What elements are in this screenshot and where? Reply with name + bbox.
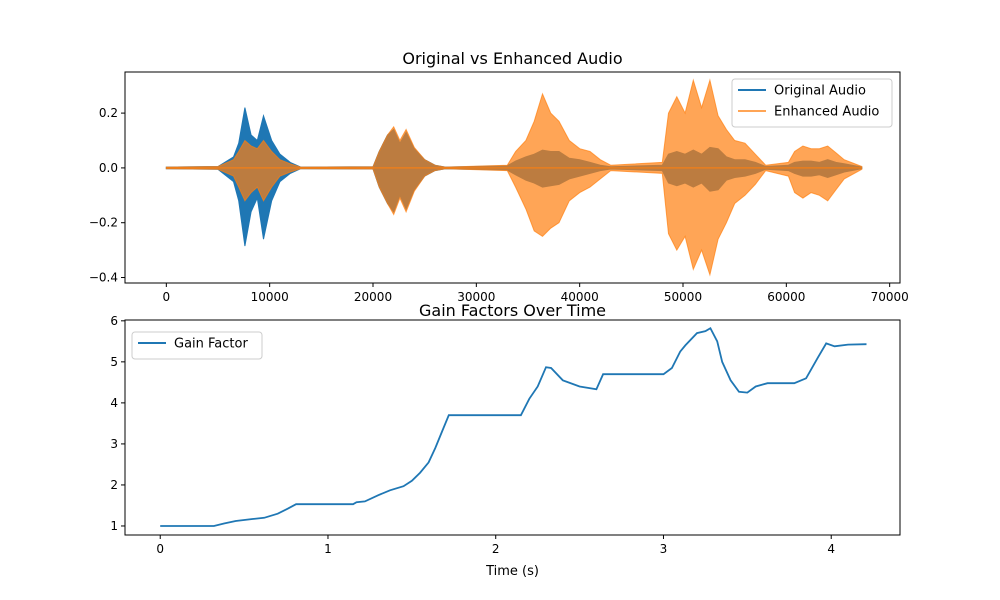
audio-x-tick-label: 10000: [251, 290, 289, 304]
gain-x-tick-label: 4: [827, 542, 835, 556]
audio-y-tick-label: −0.2: [89, 216, 118, 230]
audio-y-ticks: −0.4 −0.2 0.0 0.2: [89, 106, 125, 285]
gain-y-ticks: 1 2 3 4 5 6: [110, 314, 125, 533]
audio-legend: Original Audio Enhanced Audio: [731, 78, 893, 128]
gain-y-tick-label: 6: [110, 314, 118, 328]
gain-x-tick-label: 1: [324, 542, 332, 556]
audio-axes-frame: [124, 71, 901, 284]
gain-series-0: [160, 326, 867, 527]
audio-y-tick-label: 0.0: [99, 161, 118, 175]
gain-y-tick-label: 2: [110, 478, 118, 492]
gain-chart-title: Gain Factors Over Time: [419, 301, 606, 320]
gain-x-ticks: 0 1 2 3 4: [156, 535, 835, 556]
gain-series-layer: [160, 326, 867, 527]
gain-x-tick-label: 3: [660, 542, 668, 556]
audio-legend-box: [731, 78, 893, 128]
audio-y-tick-label: −0.4: [89, 271, 118, 285]
audio-x-tick-label: 70000: [871, 290, 909, 304]
gain-x-tick-label: 2: [492, 542, 500, 556]
gain-y-tick-label: 4: [110, 396, 118, 410]
gain-legend-box: [131, 331, 263, 360]
gain-y-tick-label: 5: [110, 355, 118, 369]
audio-legend-label: Enhanced Audio: [774, 105, 879, 120]
gain-legend: Gain Factor: [131, 331, 263, 360]
audio-chart-title: Original vs Enhanced Audio: [402, 49, 622, 68]
gain-y-tick-label: 1: [110, 519, 118, 533]
audio-x-tick-label: 0: [163, 290, 171, 304]
gain-axes-frame: [124, 319, 901, 536]
audio-x-tick-label: 40000: [561, 290, 599, 304]
audio-chart: 0 10000 20000 30000 40000 50000 60000 70000 −0.…: [89, 49, 909, 304]
gain-chart: 0 1 2 3 4 1 2 3 4 5 6 Gain Factors Over Time Time…: [110, 301, 901, 579]
audio-y-tick-label: 0.2: [99, 106, 118, 120]
audio-series-layer: [165, 78, 863, 277]
audio-x-tick-label: 30000: [457, 290, 495, 304]
audio-x-tick-label: 20000: [354, 290, 392, 304]
gain-legend-label: Gain Factor: [174, 337, 248, 352]
gain-x-tick-label: 0: [156, 542, 164, 556]
audio-x-ticks: 0 10000 20000 30000 40000 50000 60000 70000: [163, 283, 909, 304]
gain-y-tick-label: 3: [110, 437, 118, 451]
audio-x-tick-label: 60000: [767, 290, 805, 304]
audio-x-tick-label: 50000: [664, 290, 702, 304]
audio-legend-label: Original Audio: [774, 84, 866, 99]
audio-series-1: [165, 78, 863, 277]
gain-x-label: Time (s): [485, 564, 539, 579]
